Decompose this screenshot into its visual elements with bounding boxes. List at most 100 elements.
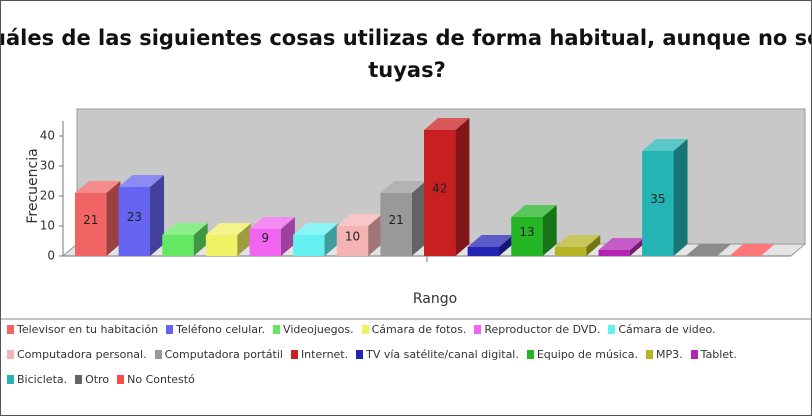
y-tick-label: 0 bbox=[47, 249, 55, 263]
legend-swatch bbox=[273, 325, 281, 334]
bar-side bbox=[368, 214, 383, 256]
legend-item: Televisor en tu habitación bbox=[7, 323, 158, 336]
bar bbox=[336, 214, 383, 256]
legend-label: Videojuegos. bbox=[283, 323, 354, 336]
bar-side bbox=[324, 223, 339, 256]
y-tick-label: 10 bbox=[40, 219, 55, 233]
data-label: 9 bbox=[261, 231, 269, 245]
legend-item: Equipo de música. bbox=[526, 348, 638, 361]
bar-top bbox=[205, 223, 252, 235]
legend-item: Cámara de fotos. bbox=[361, 323, 467, 336]
legend-item: Bicicleta. bbox=[7, 373, 67, 386]
bar-top bbox=[511, 205, 557, 217]
legend-label: Cámara de video. bbox=[618, 323, 716, 336]
legend: Televisor en tu habitación Teléfono celul… bbox=[7, 323, 797, 386]
bar bbox=[75, 181, 121, 256]
legend-label: Teléfono celular. bbox=[176, 323, 266, 336]
legend-label: Cámara de fotos. bbox=[371, 323, 467, 336]
legend-swatch bbox=[356, 350, 364, 359]
legend-swatch bbox=[154, 350, 162, 359]
bar-front bbox=[336, 226, 369, 256]
bar-front bbox=[118, 187, 151, 256]
y-axis-label: Frecuencia bbox=[25, 148, 41, 223]
bar-front bbox=[75, 193, 107, 256]
legend-label: Tablet. bbox=[700, 348, 737, 361]
bar-front bbox=[554, 247, 587, 256]
bar bbox=[598, 238, 644, 256]
bar bbox=[118, 175, 165, 256]
legend-item: MP3. bbox=[646, 348, 683, 361]
data-label: 23 bbox=[127, 210, 142, 224]
bar-top bbox=[162, 223, 208, 235]
legend-swatch bbox=[290, 350, 298, 359]
bar-front bbox=[642, 151, 674, 256]
bar-side bbox=[193, 223, 208, 256]
bar-top bbox=[75, 181, 121, 193]
legend-item: Internet. bbox=[290, 348, 348, 361]
bar-front bbox=[162, 235, 194, 256]
data-label: 10 bbox=[345, 230, 360, 244]
legend-swatch bbox=[7, 350, 14, 359]
legend-swatch bbox=[646, 350, 654, 359]
legend-swatch bbox=[526, 350, 534, 359]
bar bbox=[249, 217, 295, 256]
bar-top bbox=[118, 175, 165, 187]
x-axis-label: Rango bbox=[413, 291, 457, 307]
bar-side bbox=[499, 235, 514, 256]
legend-label: Otro bbox=[85, 373, 110, 386]
bar bbox=[511, 205, 557, 256]
legend-item: Reproductor de DVD. bbox=[474, 323, 600, 336]
bar-front bbox=[598, 250, 630, 256]
bar-side bbox=[542, 205, 557, 256]
bar-front bbox=[205, 235, 238, 256]
bar bbox=[162, 223, 208, 256]
bar-side bbox=[586, 235, 601, 256]
bar bbox=[685, 244, 732, 256]
bar-side bbox=[411, 181, 426, 256]
bar-top bbox=[642, 139, 688, 151]
bar-top bbox=[598, 238, 644, 250]
legend-label: MP3. bbox=[656, 348, 683, 361]
legend-label: Computadora portátil bbox=[164, 348, 283, 361]
data-label: 42 bbox=[432, 182, 447, 196]
data-label: 13 bbox=[519, 225, 534, 239]
bar-top bbox=[424, 118, 470, 130]
bar-front bbox=[467, 247, 500, 256]
legend-item: TV vía satélite/canal digital. bbox=[356, 348, 519, 361]
bar bbox=[205, 223, 252, 256]
legend-swatch bbox=[166, 325, 174, 334]
legend-label: Televisor en tu habitación bbox=[17, 323, 159, 336]
bar-front bbox=[380, 193, 412, 256]
legend-item: Teléfono celular. bbox=[166, 323, 265, 336]
bar-top bbox=[293, 223, 339, 235]
bar bbox=[729, 244, 775, 256]
legend-label: Reproductor de DVD. bbox=[484, 323, 601, 336]
data-label: 21 bbox=[83, 213, 98, 227]
bar-top bbox=[467, 235, 514, 247]
y-tick-label: 30 bbox=[40, 159, 55, 173]
legend-swatch bbox=[117, 375, 125, 384]
bar bbox=[467, 235, 514, 256]
legend-label: Computadora personal. bbox=[17, 348, 147, 361]
legend-item: Cámara de video. bbox=[608, 323, 716, 336]
bar bbox=[554, 235, 601, 256]
legend-label: No Contestó bbox=[127, 373, 195, 386]
bar bbox=[642, 139, 688, 256]
bar-front bbox=[293, 235, 325, 256]
chart-title-2: tuyas? bbox=[368, 58, 446, 82]
legend-swatch bbox=[7, 325, 14, 334]
bar-side bbox=[150, 175, 165, 256]
bar-side bbox=[629, 238, 644, 256]
bar-front bbox=[249, 229, 281, 256]
bar-side bbox=[280, 217, 295, 256]
bar-top bbox=[380, 181, 426, 193]
bar-top bbox=[336, 214, 383, 226]
legend-swatch bbox=[690, 350, 698, 359]
legend-swatch bbox=[7, 375, 14, 384]
data-label: 35 bbox=[650, 192, 665, 206]
legend-label: TV vía satélite/canal digital. bbox=[366, 348, 519, 361]
title-line: tuyas? bbox=[368, 58, 446, 82]
legend-swatch bbox=[474, 325, 482, 334]
bar-side bbox=[237, 223, 252, 256]
bar-top bbox=[685, 244, 732, 256]
